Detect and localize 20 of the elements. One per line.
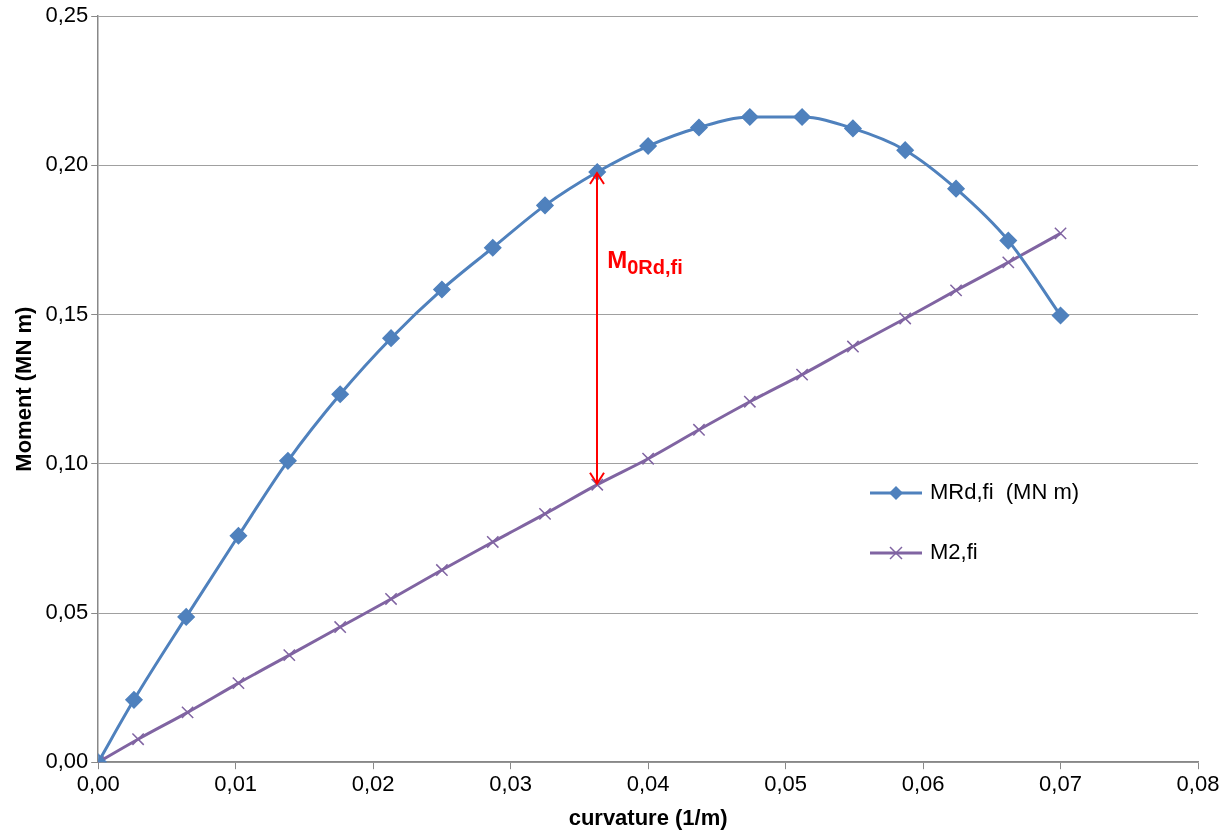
x-tick-label: 0,07 <box>1039 771 1082 797</box>
legend-label: MRd,fi (MN m) <box>929 478 1080 505</box>
x-tick-label: 0,00 <box>76 771 120 797</box>
y-tick-label: 0,20 <box>45 151 89 177</box>
y-tick-label: 0,25 <box>45 2 89 28</box>
x-tick-label: 0,05 <box>764 771 807 797</box>
x-tick-label: 0,03 <box>489 771 533 797</box>
y-axis-title: Moment (MN m) <box>11 306 37 472</box>
y-tick-label: 0,00 <box>45 748 89 774</box>
y-tick-label: 0,15 <box>45 300 89 326</box>
x-tick-label: 0,04 <box>626 771 670 797</box>
x-tick-label: 0,08 <box>1176 771 1220 797</box>
x-axis-title: curvature (1/m) <box>568 804 728 830</box>
x-tick-label: 0,02 <box>351 771 395 797</box>
legend-label: M2,fi <box>929 538 979 565</box>
annotation: M$_{0Rd,fi}$ <box>607 245 683 279</box>
y-tick-label: 0,10 <box>45 449 89 475</box>
y-tick-label: 0,05 <box>45 599 89 625</box>
x-tick-label: 0,01 <box>214 771 258 797</box>
x-tick-label: 0,06 <box>901 771 945 797</box>
